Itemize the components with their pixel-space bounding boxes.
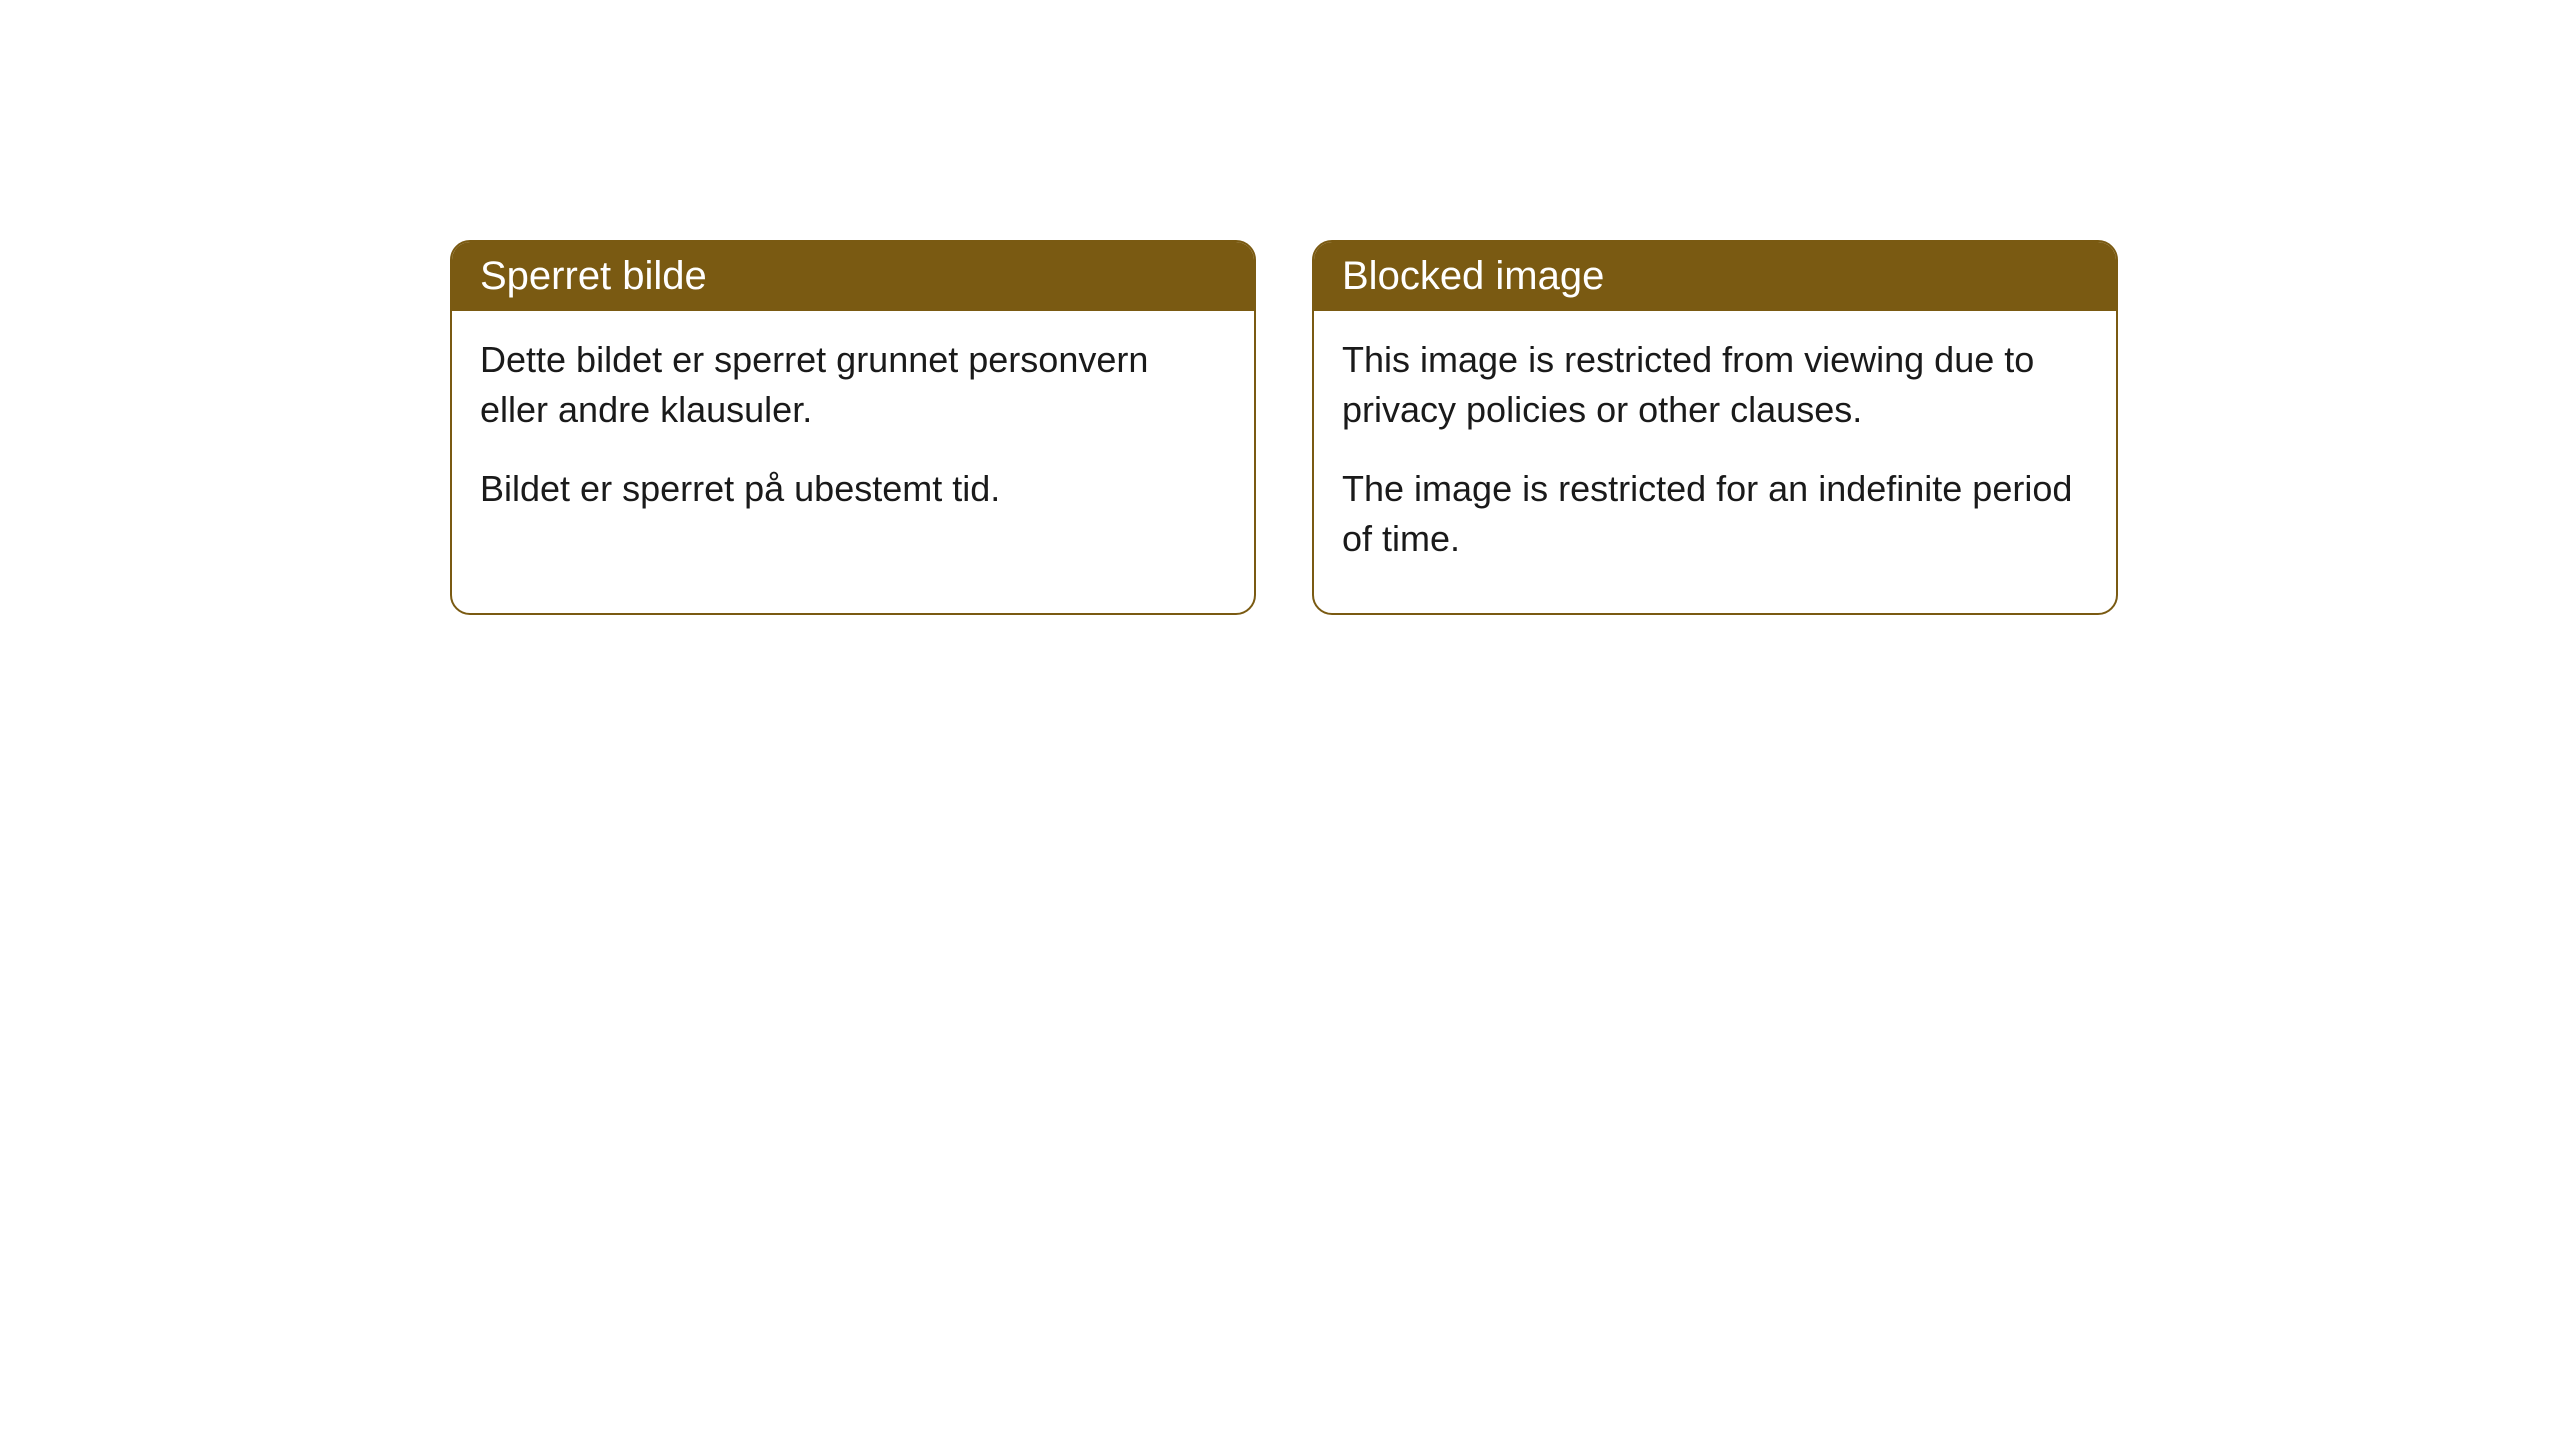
blocked-image-card-english: Blocked image This image is restricted f… <box>1312 240 2118 615</box>
card-paragraph: Bildet er sperret på ubestemt tid. <box>480 464 1226 514</box>
card-header: Blocked image <box>1314 242 2116 311</box>
card-title: Sperret bilde <box>480 254 707 298</box>
card-body: This image is restricted from viewing du… <box>1314 311 2116 613</box>
card-body: Dette bildet er sperret grunnet personve… <box>452 311 1254 562</box>
card-header: Sperret bilde <box>452 242 1254 311</box>
notice-container: Sperret bilde Dette bildet er sperret gr… <box>450 240 2118 615</box>
blocked-image-card-norwegian: Sperret bilde Dette bildet er sperret gr… <box>450 240 1256 615</box>
card-paragraph: The image is restricted for an indefinit… <box>1342 464 2088 565</box>
card-title: Blocked image <box>1342 254 1604 298</box>
card-paragraph: This image is restricted from viewing du… <box>1342 335 2088 436</box>
card-paragraph: Dette bildet er sperret grunnet personve… <box>480 335 1226 436</box>
